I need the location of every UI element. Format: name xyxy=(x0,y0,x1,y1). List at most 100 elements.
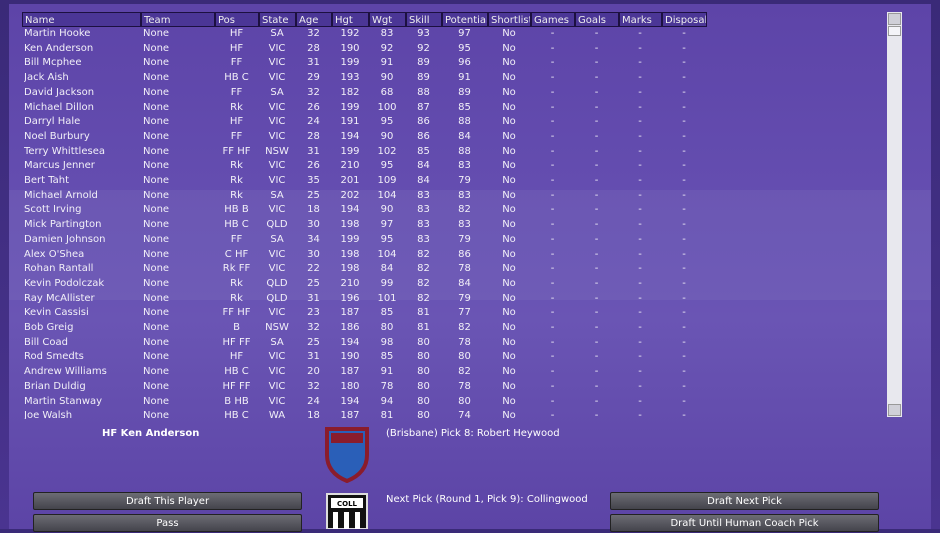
column-header[interactable]: Games xyxy=(531,12,575,27)
scroll-thumb[interactable] xyxy=(888,26,901,36)
table-cell: - xyxy=(550,204,555,216)
table-cell: - xyxy=(550,307,555,319)
table-cell: - xyxy=(550,130,555,142)
table-cell: None xyxy=(143,380,170,392)
scrollbar[interactable] xyxy=(887,12,902,417)
table-cell: 82 xyxy=(417,292,430,304)
table-cell: - xyxy=(550,410,555,419)
table-cell: 84 xyxy=(417,175,430,186)
scroll-down[interactable] xyxy=(888,404,901,416)
draft-panel xyxy=(9,4,931,529)
column-header[interactable]: Pos xyxy=(215,12,259,27)
pass-button[interactable]: Pass xyxy=(33,514,302,532)
table-cell: 32 xyxy=(307,86,320,98)
table-cell: VIC xyxy=(268,380,286,392)
column-header[interactable]: Goals xyxy=(575,12,619,27)
draft-until-human-button[interactable]: Draft Until Human Coach Pick xyxy=(610,514,879,532)
table-cell: HB C xyxy=(224,72,249,84)
table-cell: 199 xyxy=(340,145,360,157)
table-cell: None xyxy=(143,86,170,98)
column-header[interactable]: Wgt xyxy=(369,12,406,27)
table-cell: HB B xyxy=(224,204,249,216)
table-cell: - xyxy=(682,28,686,39)
table-cell: 102 xyxy=(377,145,397,157)
table-cell: - xyxy=(594,101,599,113)
table-cell: - xyxy=(682,204,686,216)
table-cell: 82 xyxy=(417,263,430,275)
table-cell: 22 xyxy=(307,263,320,275)
table-cell: VIC xyxy=(268,175,286,186)
next-pick: Next Pick (Round 1, Pick 9): Collingwood xyxy=(386,494,588,505)
table-cell: No xyxy=(502,57,516,69)
scroll-up[interactable] xyxy=(888,13,901,25)
table-cell: HF xyxy=(229,28,244,39)
table-cell: 85 xyxy=(458,101,471,113)
column-header[interactable]: Potential xyxy=(442,12,488,27)
table-cell: WA xyxy=(268,410,286,419)
table-cell: QLD xyxy=(266,219,288,231)
table-cell: - xyxy=(682,72,686,84)
table-cell: - xyxy=(594,292,599,304)
column-header[interactable]: Hgt xyxy=(332,12,369,27)
draft-next-pick-button[interactable]: Draft Next Pick xyxy=(610,492,879,510)
table-cell: - xyxy=(550,380,555,392)
table-cell: Noel Burbury xyxy=(24,130,90,142)
table-cell: Rod Smedts xyxy=(24,351,84,363)
draft-this-player-button[interactable]: Draft This Player xyxy=(33,492,302,510)
table-cell: - xyxy=(550,292,555,304)
column-header[interactable]: Team xyxy=(141,12,215,27)
table-cell: Bill Mcphee xyxy=(24,57,82,69)
table-cell: - xyxy=(638,366,642,378)
table-cell: - xyxy=(682,175,686,186)
table-cell: 199 xyxy=(340,57,360,69)
brisbane-logo xyxy=(325,427,369,483)
table-cell: - xyxy=(638,160,642,172)
table-cell: 196 xyxy=(340,292,360,304)
table-cell: No xyxy=(502,145,516,157)
table-cell: HF xyxy=(229,351,244,363)
table-cell: Martin Hooke xyxy=(24,28,91,39)
table-cell: 84 xyxy=(417,160,430,172)
table-cell: 83 xyxy=(458,160,471,172)
column-header[interactable]: Name xyxy=(22,12,141,27)
table-cell: Martin Stanway xyxy=(24,395,103,407)
table-cell: - xyxy=(594,130,599,142)
column-header[interactable]: State xyxy=(259,12,296,27)
table-cell: - xyxy=(682,248,686,260)
table-cell: - xyxy=(550,175,555,186)
table-cell: No xyxy=(502,130,516,142)
table-cell: 83 xyxy=(417,204,430,216)
column-header[interactable]: Disposal xyxy=(662,12,707,27)
table-cell: - xyxy=(594,263,599,275)
table-cell: - xyxy=(594,72,599,84)
table-cell: Ray McAllister xyxy=(24,292,95,304)
table-cell: None xyxy=(143,42,170,54)
table-cell: 210 xyxy=(340,160,360,172)
table-cell: Joe Walsh xyxy=(24,410,73,419)
table-cell: Rk xyxy=(230,277,243,289)
table-cell: 96 xyxy=(458,57,471,69)
table-cell: 87 xyxy=(417,101,430,113)
table-cell: - xyxy=(550,219,555,231)
table-cell: HF xyxy=(229,42,244,54)
table-cell: 78 xyxy=(458,380,471,392)
column-header[interactable]: Marks xyxy=(619,12,662,27)
column-header[interactable]: Skill xyxy=(406,12,442,27)
table-cell: - xyxy=(682,380,686,392)
column-header[interactable]: Shortlisted xyxy=(488,12,531,27)
table-cell: FF xyxy=(230,57,243,69)
table-cell: Andrew Williams xyxy=(24,366,107,378)
table-cell: No xyxy=(502,410,516,419)
table-cell: None xyxy=(143,219,170,231)
table-cell: 97 xyxy=(380,219,394,231)
table-cell: SA xyxy=(270,86,284,98)
table-cell: 91 xyxy=(458,72,471,84)
table-cell: 190 xyxy=(340,42,360,54)
column-header[interactable]: Age xyxy=(296,12,332,27)
table-cell: SA xyxy=(270,233,284,245)
table-cell: 85 xyxy=(380,307,394,319)
table-cell: 90 xyxy=(380,72,394,84)
table-cell: 93 xyxy=(417,28,430,39)
table-cell: 74 xyxy=(458,410,471,419)
table-cell: - xyxy=(682,263,686,275)
